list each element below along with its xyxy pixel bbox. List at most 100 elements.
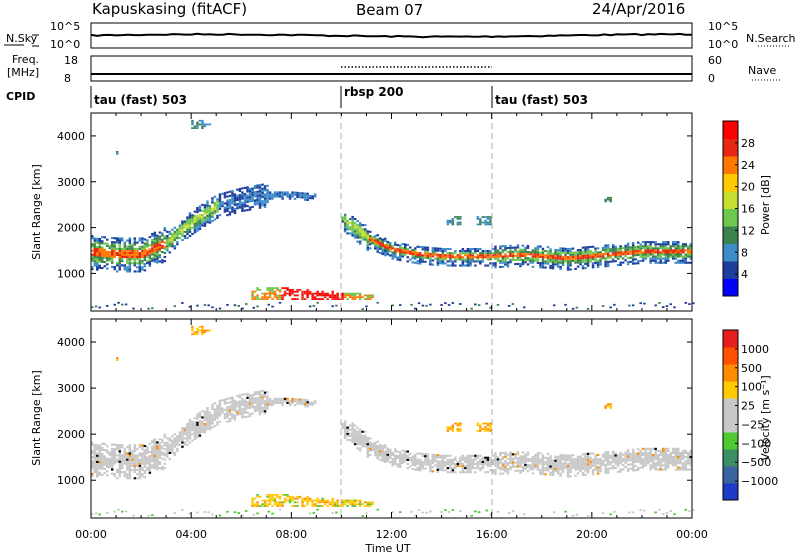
velocity-cell <box>524 468 527 471</box>
velocity-cell <box>491 454 495 457</box>
velocity-cell <box>266 399 269 402</box>
power-cell <box>261 196 264 199</box>
power-cell <box>148 260 152 263</box>
power-cell <box>326 298 329 300</box>
power-cell <box>261 204 264 207</box>
velocity-cell <box>181 429 184 432</box>
velocity-cell <box>263 399 267 402</box>
power-cell <box>682 257 685 260</box>
velocity-cell <box>143 445 147 448</box>
velocity-cell <box>389 452 392 455</box>
velocity-cell <box>233 410 237 413</box>
velocity-cell <box>464 471 467 474</box>
power-cell <box>481 221 485 224</box>
power-cell <box>146 255 149 258</box>
power-cell <box>494 266 497 269</box>
power-cell <box>316 292 319 295</box>
velocity-cell <box>404 452 407 455</box>
power-cell <box>449 256 452 259</box>
power-cell <box>121 258 124 261</box>
power-cell <box>203 218 207 221</box>
velocity-cell <box>96 471 99 474</box>
power-cell <box>599 261 602 264</box>
power-cell <box>336 296 339 299</box>
power-cell <box>401 242 404 245</box>
power-cell <box>283 290 287 293</box>
velocity-cell <box>504 453 507 456</box>
velocity-cell <box>171 441 174 444</box>
power-cell <box>181 302 184 304</box>
power-cell <box>326 292 329 295</box>
power-cell <box>509 261 512 264</box>
power-cell <box>203 206 207 209</box>
velocity-cell <box>451 463 455 466</box>
velocity-cell <box>564 458 567 461</box>
velocity-cell <box>133 456 137 459</box>
velocity-cell <box>283 499 287 502</box>
power-cell <box>286 193 289 196</box>
velocity-cell <box>98 473 101 476</box>
velocity-cell <box>178 437 182 440</box>
velocity-cell <box>667 458 670 461</box>
power-cell <box>614 256 617 259</box>
power-cell <box>156 251 159 254</box>
velocity-cell <box>471 460 475 463</box>
power-cell <box>321 290 324 293</box>
power-cell <box>389 242 392 245</box>
velocity-cell <box>183 427 187 430</box>
velocity-cell <box>246 415 249 418</box>
power-cell <box>564 247 567 250</box>
power-cell <box>687 245 690 248</box>
power-cell <box>441 256 445 259</box>
velocity-cell <box>479 469 482 472</box>
velocity-cell <box>293 398 297 401</box>
power-cell <box>121 303 124 306</box>
power-cell <box>404 245 407 248</box>
velocity-cell <box>108 464 111 467</box>
velocity-cell <box>504 466 507 469</box>
velocity-cell <box>586 463 590 466</box>
power-cell <box>446 252 450 255</box>
velocity-cell <box>664 451 667 454</box>
velocity-cell <box>469 454 472 457</box>
power-cell <box>361 238 364 241</box>
power-cell <box>516 250 520 253</box>
velocity-cell <box>218 410 222 413</box>
velocity-cell <box>591 458 595 461</box>
velocity-cell <box>381 453 384 456</box>
power-cell <box>571 259 575 262</box>
velocity-cell <box>674 449 677 452</box>
velocity-cell <box>664 468 667 471</box>
velocity-cell <box>665 512 669 514</box>
power-cell <box>353 232 357 235</box>
power-cell <box>454 252 457 255</box>
power-cell <box>369 294 372 297</box>
power-cell <box>191 218 194 221</box>
x-tick-label: 00:00 <box>676 528 708 541</box>
power-cell <box>208 213 212 216</box>
velocity-cell <box>667 449 670 452</box>
velocity-cell <box>414 458 417 461</box>
velocity-cell <box>561 458 565 461</box>
velocity-cell <box>436 466 440 469</box>
velocity-cell <box>141 466 144 469</box>
velocity-cell <box>241 414 244 417</box>
power-cell <box>409 246 412 249</box>
power-cell <box>424 254 427 257</box>
velocity-cell <box>366 447 369 450</box>
power-cell <box>554 261 557 264</box>
power-cell <box>293 193 297 196</box>
power-cell <box>266 197 269 200</box>
velocity-cell <box>536 456 540 459</box>
velocity-cell <box>436 470 440 473</box>
velocity-cell <box>494 454 497 457</box>
colorbar-tick-label: 1000 <box>741 343 769 356</box>
power-cell <box>358 224 362 227</box>
colorbar-swatch <box>723 191 738 209</box>
power-cell <box>103 252 106 255</box>
power-cell <box>641 255 645 258</box>
velocity-cell <box>682 456 685 459</box>
power-cell <box>464 258 467 261</box>
power-cell <box>281 287 284 289</box>
velocity-cell <box>391 454 394 457</box>
